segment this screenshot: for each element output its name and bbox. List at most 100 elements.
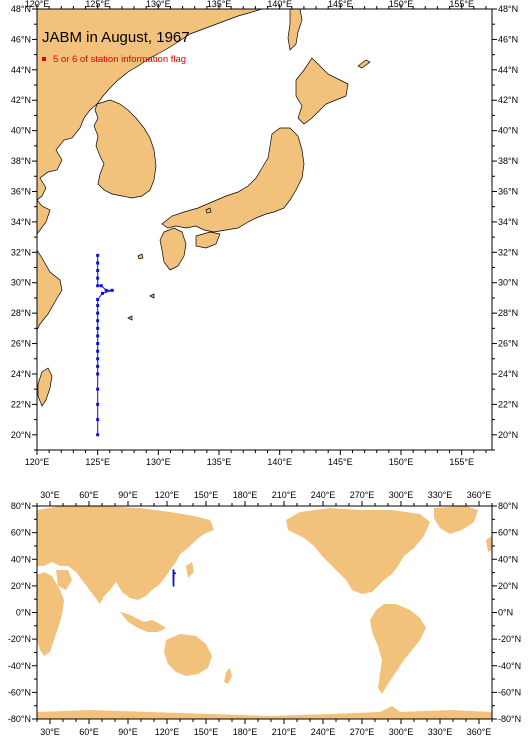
lon-label-bottom: 130°E — [146, 457, 171, 467]
world-lat-label-right: -20°N — [498, 634, 521, 644]
world-lon-label-bottom: 360°E — [467, 727, 492, 737]
lat-label-right: 34°N — [498, 217, 518, 227]
world-lon-label-top: 30°E — [40, 490, 60, 500]
lon-label-bottom: 125°E — [85, 457, 110, 467]
china-south-land — [37, 249, 63, 331]
world-lat-label-left: 60°N — [11, 528, 31, 538]
lat-label-right: 36°N — [498, 186, 518, 196]
greenland-land — [434, 506, 478, 534]
station-point — [96, 402, 100, 406]
world-map: 30°E 30°E 60°E 60°E 90°E 90°E 120°E 120°E 150°E 1… — [8, 490, 521, 737]
world-lon-label-top: 60°E — [79, 490, 99, 500]
world-lat-label-left: -20°N — [8, 634, 31, 644]
world-lon-label-top: 90°E — [118, 490, 138, 500]
station-point — [96, 418, 100, 422]
station-point — [96, 261, 100, 265]
world-lat-label-left: -60°N — [8, 687, 31, 697]
world-lon-label-bottom: 150°E — [194, 727, 219, 737]
small-island — [137, 253, 144, 260]
antarctica-land — [37, 706, 492, 719]
station-track-world — [172, 569, 176, 587]
world-lat-label-left: -40°N — [8, 661, 31, 671]
lon-label-bottom: 140°E — [267, 457, 292, 467]
kuril-islands — [357, 59, 371, 69]
world-station-point — [172, 582, 175, 585]
world-lat-label-right: 40°N — [498, 554, 518, 564]
world-lat-label-left: 80°N — [11, 501, 31, 511]
world-lat-label-right: -60°N — [498, 687, 521, 697]
lat-label-left: 42°N — [11, 95, 31, 105]
lat-label-right: 26°N — [498, 339, 518, 349]
south-america-land — [370, 604, 426, 694]
regional-map: JABM in August, 1967 5 or 6 of station i… — [11, 0, 518, 467]
lat-label-left: 44°N — [11, 65, 31, 75]
world-lon-label-bottom: 300°E — [389, 727, 414, 737]
lat-label-left: 32°N — [11, 247, 31, 257]
world-lat-label-right: 0°N — [498, 608, 513, 618]
station-point — [96, 297, 100, 301]
kyushu-land — [159, 227, 187, 271]
lat-label-right: 28°N — [498, 308, 518, 318]
station-point — [96, 253, 100, 257]
lat-label-left: 34°N — [11, 217, 31, 227]
lat-label-right: 30°N — [498, 278, 518, 288]
world-lon-label-bottom: 120°E — [155, 727, 180, 737]
lat-label-right: 42°N — [498, 95, 518, 105]
world-lat-label-right: 60°N — [498, 528, 518, 538]
station-point — [96, 364, 100, 368]
lat-label-left: 30°N — [11, 278, 31, 288]
australia-land — [164, 634, 212, 676]
japan-land — [186, 562, 194, 578]
taiwan-land — [37, 367, 53, 407]
world-lon-label-top: 210°E — [272, 490, 297, 500]
top-map-frame — [36, 8, 493, 451]
station-point — [96, 276, 100, 280]
world-lon-label-top: 120°E — [155, 490, 180, 500]
eurasia-land — [37, 506, 214, 604]
lon-label-top: 120°E — [25, 0, 50, 9]
station-point — [104, 288, 108, 292]
world-lat-label-left: 20°N — [11, 581, 31, 591]
lat-label-right: 20°N — [498, 430, 518, 440]
lat-label-left: 38°N — [11, 156, 31, 166]
world-lat-label-right: -40°N — [498, 661, 521, 671]
world-lat-label-right: 80°N — [498, 501, 518, 511]
africa-land — [37, 572, 64, 656]
world-lon-label-bottom: 330°E — [428, 727, 453, 737]
korea-land — [93, 99, 157, 199]
world-lon-label-bottom: 60°E — [79, 727, 99, 737]
world-station-point — [172, 585, 175, 587]
legend-label: 5 or 6 of station information flag — [53, 54, 186, 65]
lon-label-top: 135°E — [207, 0, 232, 9]
world-lon-label-top: 180°E — [233, 490, 258, 500]
world-station-point — [172, 583, 175, 586]
world-lon-label-top: 270°E — [350, 490, 375, 500]
station-point — [110, 288, 114, 292]
hokkaido-land — [295, 57, 349, 125]
lat-label-right: 32°N — [498, 247, 518, 257]
lon-label-top: 145°E — [328, 0, 353, 9]
uk-land — [486, 536, 492, 552]
world-lon-label-top: 330°E — [428, 490, 453, 500]
world-station-point — [172, 581, 175, 583]
indonesia-land — [120, 612, 166, 632]
china-coast-land — [37, 199, 51, 235]
world-lon-label-bottom: 240°E — [311, 727, 336, 737]
station-point — [96, 319, 100, 323]
station-point — [96, 311, 100, 315]
world-station-point — [172, 579, 175, 582]
lat-label-left: 20°N — [11, 430, 31, 440]
world-lon-label-top: 360°E — [467, 490, 492, 500]
top-map-axes: 120°E 120°E 125°E 125°E 130°E 130°E 135°E 135°E… — [11, 0, 518, 467]
lat-label-right: 40°N — [498, 126, 518, 136]
lon-label-top: 155°E — [449, 0, 474, 9]
station-point — [96, 387, 100, 391]
small-island — [205, 207, 212, 214]
station-point — [96, 349, 100, 353]
station-point — [96, 357, 100, 361]
lon-label-bottom: 135°E — [207, 457, 232, 467]
lat-label-left: 22°N — [11, 399, 31, 409]
world-lon-label-top: 300°E — [389, 490, 414, 500]
lon-label-bottom: 155°E — [449, 457, 474, 467]
